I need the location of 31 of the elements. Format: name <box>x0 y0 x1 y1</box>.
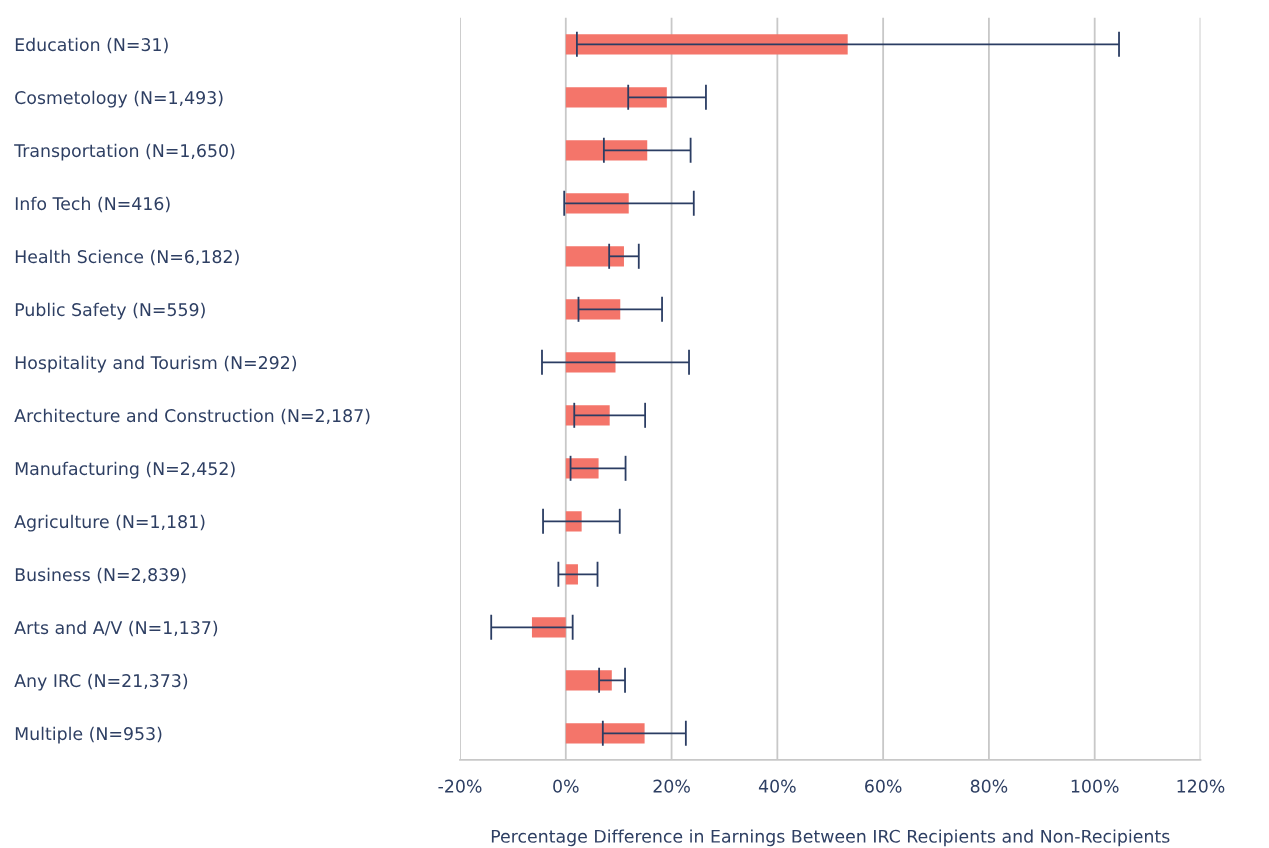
x-axis-title: Percentage Difference in Earnings Between IRC Recipients and Non-Recipients <box>491 829 1170 847</box>
x-tick-label: 100% <box>1071 779 1119 793</box>
y-tick-label: Any IRC (N=21,373) <box>14 673 188 691</box>
y-tick-label: Architecture and Construction (N=2,187) <box>14 408 370 425</box>
y-tick-label: Education (N=31) <box>15 37 168 54</box>
x-tick-label: 120% <box>1177 779 1225 793</box>
bar <box>565 670 612 691</box>
x-tick-label: 0% <box>553 779 579 793</box>
bar <box>531 617 566 638</box>
y-tick-label: Manufacturing (N=2,452) <box>15 461 235 479</box>
x-tick-label: 60% <box>865 779 902 793</box>
bar <box>565 352 616 373</box>
x-tick-label: 80% <box>970 779 1008 793</box>
bar <box>565 140 648 161</box>
y-tick-label: Hospitality and Tourism (N=292) <box>15 355 297 373</box>
y-tick-label: Business (N=2,839) <box>15 567 186 584</box>
bar <box>565 246 624 267</box>
y-tick-label: Health Science (N=6,182) <box>15 249 239 266</box>
bar <box>565 723 645 744</box>
x-tick-label: 40% <box>758 779 796 793</box>
x-tick-label: -20% <box>438 779 482 793</box>
bar <box>565 511 582 532</box>
y-tick-label: Arts and A/V (N=1,137) <box>14 620 218 637</box>
y-tick-label: Transportation (N=1,650) <box>14 143 235 161</box>
y-tick-label: Agriculture (N=1,181) <box>14 514 205 532</box>
y-tick-label: Info Tech (N=416) <box>15 196 170 213</box>
bar <box>565 87 667 108</box>
y-tick-label: Public Safety (N=559) <box>15 302 205 320</box>
x-tick-label: 20% <box>653 779 690 793</box>
y-tick-label: Multiple (N=953) <box>15 726 162 744</box>
y-tick-label: Cosmetology (N=1,493) <box>15 90 223 108</box>
